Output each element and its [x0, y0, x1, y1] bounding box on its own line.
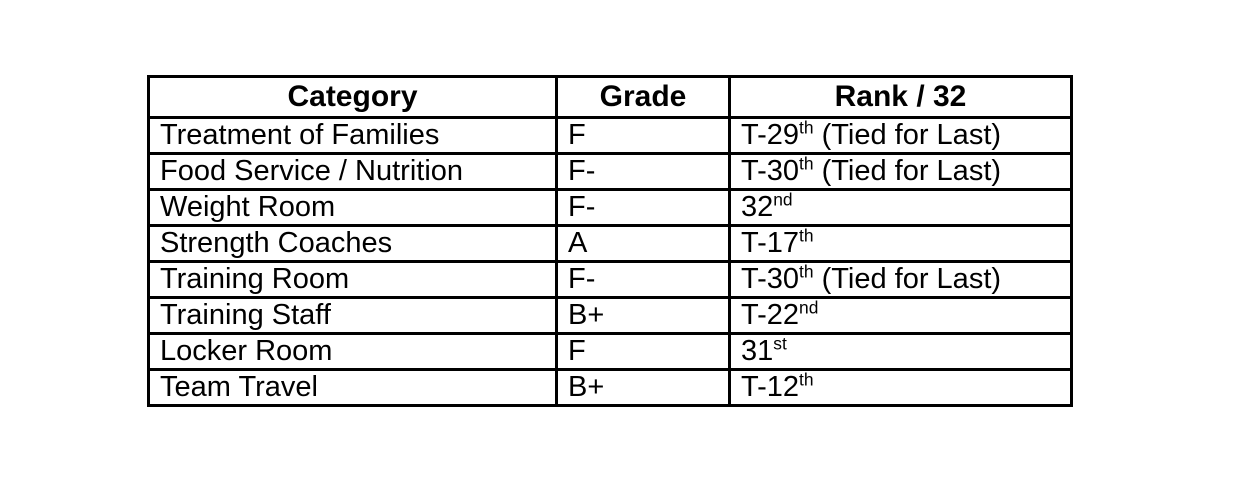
column-header-category: Category	[147, 75, 558, 119]
rank-cell: T-12th	[728, 368, 1073, 407]
grade-cell: B+	[555, 368, 731, 407]
rank-cell: T-29th (Tied for Last)	[728, 116, 1073, 155]
rank-value: T-30	[741, 263, 800, 295]
rank-cell: 31st	[728, 332, 1073, 371]
grade-cell: A	[555, 224, 731, 263]
rank-cell: T-30th (Tied for Last)	[728, 260, 1073, 299]
category-cell: Weight Room	[147, 188, 558, 227]
table-row: Training Room F- T-30th (Tied for Last)	[147, 260, 1073, 299]
rank-ordinal-suffix: th	[799, 261, 814, 282]
rank-ordinal-suffix: nd	[799, 297, 819, 318]
rank-value: T-17	[741, 227, 800, 259]
table-row: Team Travel B+ T-12th	[147, 368, 1073, 407]
column-header-grade: Grade	[555, 75, 731, 119]
rank-note: (Tied for Last)	[813, 119, 1002, 151]
table-row: Training Staff B+ T-22nd	[147, 296, 1073, 335]
rank-cell: T-22nd	[728, 296, 1073, 335]
grade-cell: F-	[555, 188, 731, 227]
rank-value: T-22	[741, 299, 800, 331]
rank-value: T-29	[741, 119, 800, 151]
rank-ordinal-suffix: st	[773, 333, 787, 354]
rank-value: T-12	[741, 371, 800, 403]
table-row: Food Service / Nutrition F- T-30th (Tied…	[147, 152, 1073, 191]
category-cell: Training Room	[147, 260, 558, 299]
table-row: Strength Coaches A T-17th	[147, 224, 1073, 263]
grade-cell: B+	[555, 296, 731, 335]
rank-ordinal-suffix: th	[799, 117, 814, 138]
report-card-table: Category Grade Rank / 32 Treatment of Fa…	[147, 75, 1073, 407]
rank-cell: 32nd	[728, 188, 1073, 227]
column-header-rank: Rank / 32	[728, 75, 1073, 119]
category-cell: Food Service / Nutrition	[147, 152, 558, 191]
grade-cell: F-	[555, 260, 731, 299]
rank-ordinal-suffix: nd	[773, 189, 793, 210]
category-cell: Strength Coaches	[147, 224, 558, 263]
category-cell: Training Staff	[147, 296, 558, 335]
rank-value: 31	[741, 335, 774, 367]
rank-value: T-30	[741, 155, 800, 187]
category-cell: Team Travel	[147, 368, 558, 407]
rank-note: (Tied for Last)	[813, 263, 1002, 295]
header-row: Category Grade Rank / 32	[147, 75, 1073, 119]
table-row: Weight Room F- 32nd	[147, 188, 1073, 227]
grade-cell: F	[555, 332, 731, 371]
table-row: Locker Room F 31st	[147, 332, 1073, 371]
category-cell: Treatment of Families	[147, 116, 558, 155]
grade-cell: F-	[555, 152, 731, 191]
rank-note: (Tied for Last)	[813, 155, 1002, 187]
rank-value: 32	[741, 191, 774, 223]
category-cell: Locker Room	[147, 332, 558, 371]
rank-ordinal-suffix: th	[799, 369, 814, 390]
rank-cell: T-17th	[728, 224, 1073, 263]
rank-cell: T-30th (Tied for Last)	[728, 152, 1073, 191]
rank-ordinal-suffix: th	[799, 153, 814, 174]
grade-cell: F	[555, 116, 731, 155]
table-row: Treatment of Families F T-29th (Tied for…	[147, 116, 1073, 155]
rank-ordinal-suffix: th	[799, 225, 814, 246]
